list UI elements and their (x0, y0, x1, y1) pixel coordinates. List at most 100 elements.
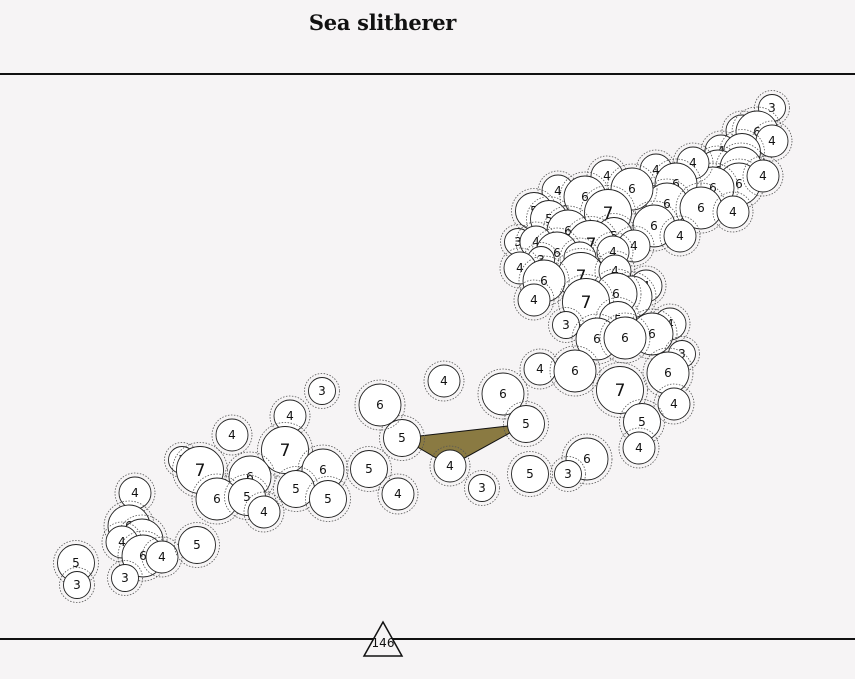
node-60[interactable]: 3 (550, 456, 586, 492)
node-value: 6 (697, 201, 705, 215)
node-circle[interactable] (468, 474, 496, 502)
node-halo (354, 379, 406, 431)
node-26[interactable]: 4 (659, 215, 701, 257)
node-65[interactable]: 4 (423, 360, 465, 402)
node-circle[interactable] (553, 349, 597, 393)
node-circle[interactable] (481, 372, 525, 416)
node-value: 3 (562, 318, 570, 332)
node-circle[interactable] (63, 571, 91, 599)
node-57[interactable]: 5 (619, 399, 665, 445)
node-halo (53, 540, 99, 586)
node-halo (429, 445, 471, 487)
node-value: 6 (612, 287, 620, 301)
node-halo (377, 473, 419, 515)
node-83[interactable]: 4 (243, 491, 285, 533)
node-circle[interactable] (507, 405, 545, 443)
node-circle[interactable] (554, 460, 582, 488)
game-title: Sea slitherer (308, 10, 457, 35)
node-92[interactable]: 3 (59, 567, 95, 603)
node-58[interactable]: 4 (618, 427, 660, 469)
node-68[interactable]: 6 (354, 379, 406, 431)
node-value: 4 (516, 261, 524, 275)
node-circle[interactable] (511, 455, 549, 493)
node-53[interactable]: 6 (549, 345, 601, 397)
node-81[interactable]: 6 (191, 473, 243, 525)
node-circle[interactable] (622, 431, 656, 465)
node-value: 5 (324, 492, 332, 506)
node-77[interactable]: 4 (211, 414, 253, 456)
node-value: 4 (440, 374, 448, 388)
node-value: 6 (753, 125, 761, 139)
node-50[interactable]: 6 (599, 312, 651, 364)
node-circle[interactable] (215, 418, 249, 452)
node-circle[interactable] (716, 195, 750, 229)
node-circle[interactable] (308, 377, 336, 405)
node-circle[interactable] (381, 477, 415, 511)
node-64[interactable]: 5 (503, 401, 549, 447)
node-value: 4 (603, 169, 611, 183)
node-circle[interactable] (247, 495, 281, 529)
node-circle[interactable] (350, 450, 388, 488)
node-62[interactable]: 3 (464, 470, 500, 506)
node-71[interactable]: 4 (377, 473, 419, 515)
node-value: 4 (689, 156, 697, 170)
node-63[interactable]: 6 (477, 368, 529, 420)
node-67[interactable]: 4 (429, 445, 471, 487)
node-value: 6 (581, 190, 589, 204)
node-halo (712, 191, 754, 233)
node-value: 4 (118, 535, 126, 549)
node-circle[interactable] (427, 364, 461, 398)
node-value: 6 (499, 387, 507, 401)
nodes-layer[interactable]: 3464456664644666446467556645347464344746… (53, 90, 793, 603)
node-value: 5 (292, 482, 300, 496)
node-75[interactable]: 5 (273, 466, 319, 512)
node-value: 5 (522, 417, 530, 431)
node-61[interactable]: 5 (507, 451, 553, 497)
node-circle[interactable] (433, 449, 467, 483)
node-value: 6 (246, 470, 254, 484)
node-halo (550, 456, 586, 492)
node-3[interactable]: 4 (751, 120, 793, 162)
node-circle[interactable] (663, 219, 697, 253)
node-value: 6 (583, 452, 591, 466)
node-90[interactable]: 5 (174, 522, 220, 568)
node-value: 6 (648, 327, 656, 341)
node-circle[interactable] (517, 283, 551, 317)
node-circle[interactable] (383, 419, 421, 457)
node-value: 3 (514, 235, 522, 249)
node-56[interactable]: 4 (653, 383, 695, 425)
node-circle[interactable] (261, 426, 309, 474)
node-44[interactable]: 4 (513, 279, 555, 321)
move-counter: 146 (371, 636, 395, 650)
node-16[interactable]: 4 (712, 191, 754, 233)
node-circle[interactable] (657, 387, 691, 421)
node-69[interactable]: 3 (304, 373, 340, 409)
node-value: 4 (532, 235, 540, 249)
node-value: 4 (536, 362, 544, 376)
node-value: 6 (663, 197, 671, 211)
node-93[interactable]: 3 (107, 560, 143, 596)
node-value: 4 (652, 163, 660, 177)
node-halo (507, 451, 553, 497)
node-circle[interactable] (111, 564, 139, 592)
node-9[interactable]: 4 (742, 155, 784, 197)
node-circle[interactable] (309, 480, 347, 518)
node-value: 5 (365, 462, 373, 476)
node-halo (513, 279, 555, 321)
node-value: 4 (635, 441, 643, 455)
node-halo (503, 401, 549, 447)
node-value: 4 (228, 428, 236, 442)
node-circle[interactable] (603, 316, 647, 360)
node-circle[interactable] (596, 366, 644, 414)
node-70[interactable]: 5 (346, 446, 392, 492)
node-76[interactable]: 5 (305, 476, 351, 522)
node-circle[interactable] (358, 383, 402, 427)
node-value: 7 (195, 461, 206, 481)
node-66[interactable]: 5 (379, 415, 425, 461)
node-circle[interactable] (178, 526, 216, 564)
node-55[interactable]: 7 (592, 362, 648, 418)
node-value: 5 (193, 538, 201, 552)
node-circle[interactable] (746, 159, 780, 193)
node-73[interactable]: 7 (257, 422, 313, 478)
